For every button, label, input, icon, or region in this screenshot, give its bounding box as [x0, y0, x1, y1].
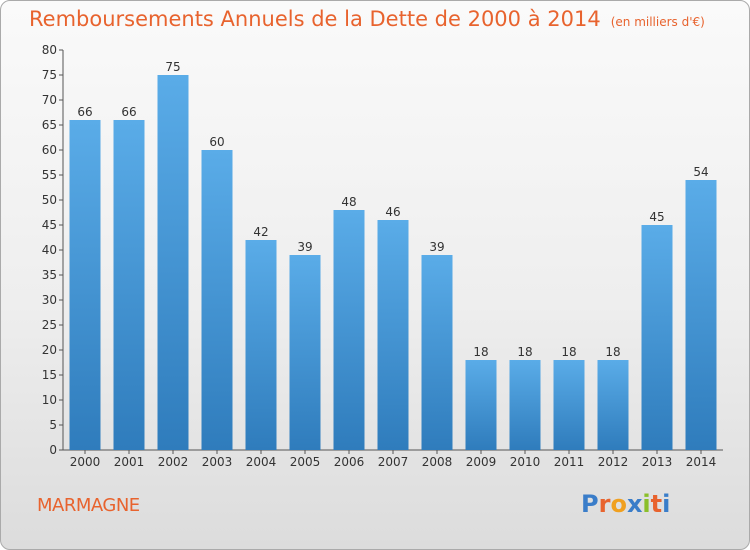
x-tick-label-2000: 2000 [70, 455, 101, 469]
y-tick-label: 65 [42, 118, 57, 132]
data-label-2000: 66 [77, 105, 92, 119]
bar-2001 [113, 120, 145, 450]
data-label-2008: 39 [429, 240, 444, 254]
x-tick-label-2003: 2003 [202, 455, 233, 469]
y-tick-label: 70 [42, 93, 57, 107]
data-label-2013: 45 [649, 210, 664, 224]
x-tick-label-2005: 2005 [290, 455, 321, 469]
y-tick-label: 40 [42, 243, 57, 257]
x-tick-label-2007: 2007 [378, 455, 409, 469]
x-tick-label-2013: 2013 [642, 455, 673, 469]
data-label-2011: 18 [561, 345, 576, 359]
bar-2010 [509, 360, 541, 450]
x-tick-label-2011: 2011 [554, 455, 585, 469]
x-tick-label-2008: 2008 [422, 455, 453, 469]
y-tick-label: 45 [42, 218, 57, 232]
bar-2004 [245, 240, 277, 450]
logo-letter: t [650, 490, 663, 518]
x-tick-label-2004: 2004 [246, 455, 277, 469]
data-label-2006: 48 [341, 195, 356, 209]
x-axis-ticks: 2000 2001 2002 2003 2004 2005 2006 2007 2008 2009… [70, 450, 717, 469]
y-tick-label: 50 [42, 193, 57, 207]
data-label-2009: 18 [473, 345, 488, 359]
data-label-2012: 18 [605, 345, 620, 359]
data-label-2005: 39 [297, 240, 312, 254]
y-tick-label: 60 [42, 143, 57, 157]
chart-data-labels: 66 66 75 60 42 39 48 46 39 18 18 18 18 45 54 [77, 60, 708, 359]
bar-2014 [685, 180, 717, 450]
chart-unit: (en milliers d'€) [610, 15, 705, 29]
data-label-2007: 46 [385, 205, 400, 219]
logo-letter: r [598, 490, 611, 518]
y-axis-ticks: 0 5 10 15 20 25 30 35 40 45 50 55 60 65 70 75 80 [42, 43, 63, 457]
y-tick-label: 35 [42, 268, 57, 282]
x-tick-label-2006: 2006 [334, 455, 365, 469]
y-tick-label: 20 [42, 343, 57, 357]
bar-2002 [157, 75, 189, 450]
data-label-2003: 60 [209, 135, 224, 149]
logo-letter: i [642, 490, 651, 518]
data-label-2002: 75 [165, 60, 180, 74]
chart-title-text: Remboursements Annuels de la Dette de 20… [29, 7, 601, 31]
x-tick-label-2010: 2010 [510, 455, 541, 469]
y-tick-label: 75 [42, 68, 57, 82]
chart-title: Remboursements Annuels de la Dette de 20… [29, 7, 705, 31]
x-tick-label-2012: 2012 [598, 455, 629, 469]
logo-letter: o [610, 490, 627, 518]
y-tick-label: 55 [42, 168, 57, 182]
y-tick-label: 25 [42, 318, 57, 332]
y-tick-label: 15 [42, 368, 57, 382]
chart-bars [69, 75, 717, 450]
bar-2012 [597, 360, 629, 450]
bar-2013 [641, 225, 673, 450]
data-label-2010: 18 [517, 345, 532, 359]
y-tick-label: 30 [42, 293, 57, 307]
y-tick-label: 5 [49, 418, 57, 432]
bar-2011 [553, 360, 585, 450]
x-tick-label-2009: 2009 [466, 455, 497, 469]
logo-letter: P [581, 490, 599, 518]
x-tick-label-2002: 2002 [158, 455, 189, 469]
y-tick-label: 80 [42, 43, 57, 57]
x-tick-label-2001: 2001 [114, 455, 145, 469]
data-label-2004: 42 [253, 225, 268, 239]
logo-letter: i [662, 490, 671, 518]
bar-2008 [421, 255, 453, 450]
x-tick-label-2014: 2014 [686, 455, 717, 469]
proxiti-logo: Proxiti [581, 490, 670, 518]
data-label-2014: 54 [693, 165, 708, 179]
bar-2003 [201, 150, 233, 450]
bar-2006 [333, 210, 365, 450]
bar-2007 [377, 220, 409, 450]
commune-name: MARMAGNE [37, 495, 140, 516]
logo-letter: x [626, 490, 643, 518]
bar-2009 [465, 360, 497, 450]
data-label-2001: 66 [121, 105, 136, 119]
y-tick-label: 10 [42, 393, 57, 407]
y-tick-label: 0 [49, 443, 57, 457]
bar-2000 [69, 120, 101, 450]
bar-2005 [289, 255, 321, 450]
